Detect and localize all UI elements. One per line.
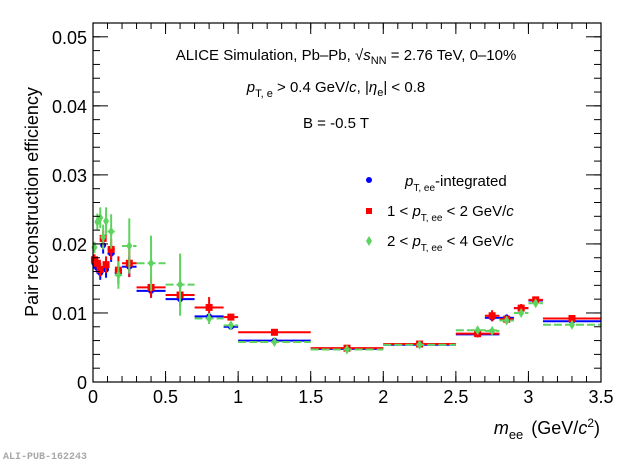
data-point (108, 226, 115, 237)
data-point (568, 314, 576, 322)
data-point (96, 265, 104, 273)
data-point (532, 298, 539, 309)
sqrt-sub: NN (371, 55, 387, 67)
legend-c: c (506, 203, 514, 220)
watermark: ALI-PUB-162243 (3, 452, 88, 463)
legend-pre: 1 < (387, 203, 412, 220)
x-title-sub: ee (509, 427, 523, 442)
data-point (102, 261, 110, 269)
legend: pT, ee-integrated 1 < pT, ee < 2 GeV/c 2… (366, 173, 514, 254)
title-line-3: B = -0.5 T (303, 115, 369, 132)
x-tick-label: 1.5 (298, 387, 323, 407)
data-point (206, 313, 213, 324)
title-line-2: pT, e > 0.4 GeV/c, |ηe| < 0.8 (246, 79, 425, 100)
data-point (488, 312, 496, 320)
legend-marker-2to4 (366, 236, 372, 246)
y-tick-label: 0.04 (52, 97, 87, 117)
eta-sub: e (377, 87, 383, 99)
legend-label-integrated: pT, ee-integrated (404, 173, 507, 194)
data-point (518, 307, 525, 318)
data-point (107, 245, 115, 253)
series-1 (90, 230, 601, 352)
data-point (416, 339, 423, 350)
legend-mid: < 4 GeV/ (442, 233, 507, 250)
y-tick-label: 0.02 (52, 235, 87, 255)
x-title-sup: 2 (587, 416, 594, 430)
data-point (97, 212, 104, 223)
legend-label-1to2: 1 < pT, ee < 2 GeV/c (387, 203, 514, 224)
x-tick-label: 1 (233, 387, 243, 407)
pt-p: p (246, 79, 255, 96)
pt-c: c (349, 79, 357, 96)
legend-marker-1to2 (366, 208, 372, 214)
x-title-unit: (GeV/ (531, 418, 578, 438)
sqrt-s: s (363, 47, 371, 64)
legend-mid: < 2 GeV/ (442, 203, 507, 220)
ticks-layer: 0 0.5 1 1.5 2 2.5 3 3.5 0 0.01 0.02 0.03 0.04 0.05 (52, 22, 614, 407)
legend-sub: T, ee (413, 183, 435, 194)
x-tick-label: 2.5 (443, 387, 468, 407)
y-tick-label: 0.01 (52, 304, 87, 324)
eta-open: , | (357, 79, 369, 96)
pt-cut: > 0.4 GeV/ (273, 79, 350, 96)
data-point (227, 320, 234, 331)
data-point (227, 313, 235, 321)
title-suffix: = 2.76 TeV, 0–10% (387, 47, 517, 64)
title-prefix: ALICE Simulation, Pb–Pb, (176, 47, 355, 64)
data-point (115, 269, 122, 280)
x-tick-label: 3.5 (588, 387, 613, 407)
x-title-close: ) (594, 418, 600, 438)
data-point (148, 258, 155, 269)
series-2 (91, 207, 601, 355)
legend-p: p (404, 173, 413, 190)
y-axis-title: Pair reconstruction efficiency (22, 87, 42, 317)
x-axis-title: mee (GeV/c2) (494, 416, 600, 442)
legend-suffix: -integrated (435, 173, 507, 190)
plot-frame (92, 22, 602, 383)
data-point (103, 216, 110, 227)
y-tick-label: 0.05 (52, 28, 87, 48)
data-point (344, 344, 350, 355)
data-point (100, 232, 107, 243)
x-tick-label: 0 (88, 387, 98, 407)
data-point (568, 319, 575, 330)
data-point (93, 259, 101, 267)
legend-sub: T, ee (421, 213, 443, 224)
legend-p: p (411, 203, 420, 220)
data-point (126, 240, 133, 251)
data-point (271, 336, 278, 347)
data-point (489, 325, 496, 336)
data-point (503, 315, 510, 326)
eta: η (369, 79, 377, 96)
y-tick-label: 0.03 (52, 166, 87, 186)
legend-sub: T, ee (421, 243, 443, 254)
title-line-1: ALICE Simulation, Pb–Pb, √sNN = 2.76 TeV… (176, 47, 517, 67)
legend-label-2to4: 2 < pT, ee < 4 GeV/c (387, 233, 514, 254)
x-tick-label: 2 (378, 387, 388, 407)
x-tick-label: 3 (523, 387, 533, 407)
data-point (474, 325, 481, 336)
y-tick-label: 0 (77, 373, 87, 393)
x-title-m: m (494, 418, 509, 438)
data-point (205, 303, 213, 311)
eta-cut: | < 0.8 (383, 79, 425, 96)
x-tick-label: 0.5 (153, 387, 178, 407)
data-point (270, 328, 278, 336)
data-point (177, 279, 184, 290)
legend-p: p (411, 233, 420, 250)
pt-sub: T, e (255, 88, 273, 100)
x-title-c: c (578, 418, 587, 438)
series-layer (90, 207, 601, 355)
sqrt-sign: √ (355, 47, 364, 64)
legend-pre: 2 < (387, 233, 412, 250)
legend-marker-integrated (366, 177, 372, 183)
legend-c: c (506, 233, 514, 250)
